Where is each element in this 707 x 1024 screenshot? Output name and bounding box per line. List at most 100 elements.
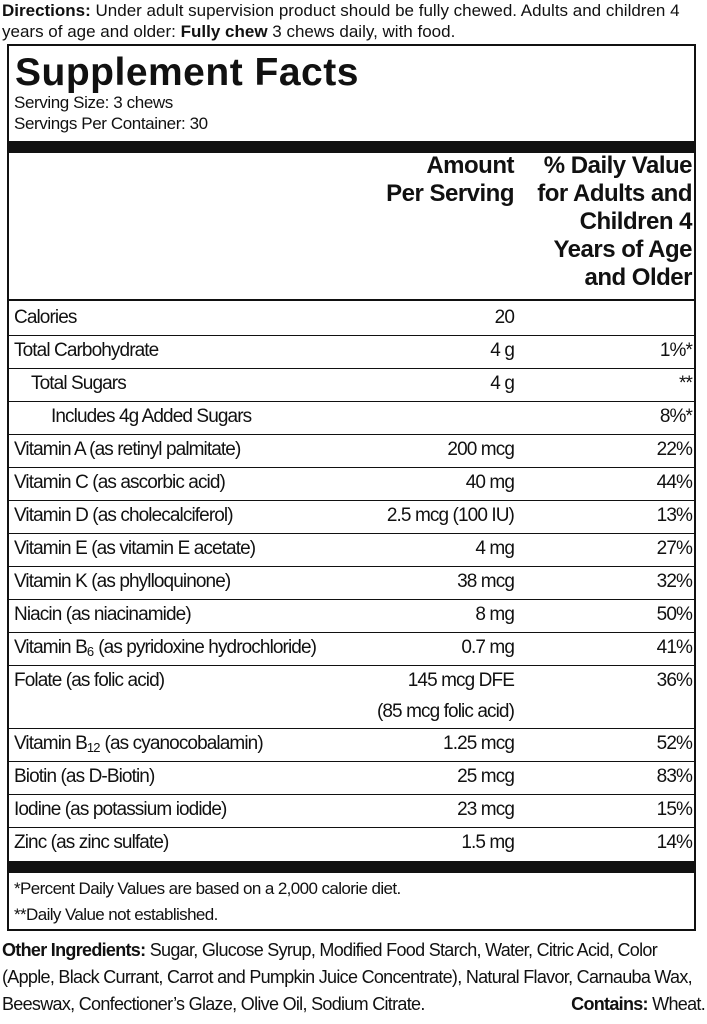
daily-value: 15% <box>656 799 693 820</box>
rule <box>9 599 694 600</box>
daily-value: 50% <box>656 604 693 625</box>
rule <box>9 500 694 501</box>
daily-value: 8%* <box>659 406 693 427</box>
rule <box>9 566 694 567</box>
daily-value: ** <box>679 373 693 394</box>
amount: 200 mcg <box>447 434 514 465</box>
rule <box>9 401 694 402</box>
amount-header: Amount Per Serving <box>386 152 514 208</box>
daily-value: 32% <box>656 571 693 592</box>
facts-title: Supplement Facts <box>15 51 359 94</box>
amount: 4 g <box>490 368 515 399</box>
amount: 0.7 mg <box>461 632 515 663</box>
name: Vitamin D (as cholecalciferol) <box>14 505 234 526</box>
amount-line: 0.7 mg <box>461 637 515 658</box>
nutrient-name: Vitamin E (as vitamin E acetate) <box>14 533 256 564</box>
header-line: % Daily Value <box>543 152 693 179</box>
nutrient-row: Includes 4g Added Sugars 8%* <box>9 401 694 434</box>
amount: 4 g <box>490 335 515 366</box>
name-rest: (as cyanocobalamin) <box>104 733 264 754</box>
amount-line: 23 mcg <box>457 799 515 820</box>
nutrient-row: Folate (as folic acid) 145 mcg DFE (85 mcg… <box>9 665 694 728</box>
nutrient-row: Total Carbohydrate 4 g 1%* <box>9 335 694 368</box>
subscript: 12 <box>86 740 101 755</box>
name: Vitamin B <box>14 637 88 658</box>
rule <box>9 665 694 666</box>
amount: 1.25 mcg <box>443 728 515 759</box>
amount-line: 145 mcg DFE <box>407 670 515 691</box>
rule <box>9 794 694 795</box>
nutrient-row: Vitamin K (as phylloquinone) 38 mcg 32% <box>9 566 694 599</box>
nutrient-name: Vitamin K (as phylloquinone) <box>14 566 231 597</box>
nutrient-row: Vitamin B12 (as cyanocobalamin) 1.25 mcg 52… <box>9 728 694 761</box>
directions-text: Under adult supervision product should b… <box>2 1 680 41</box>
nutrient-row: Vitamin D (as cholecalciferol) 2.5 mcg (1… <box>9 500 694 533</box>
nutrient-row: Biotin (as D-Biotin) 25 mcg 83% <box>9 761 694 794</box>
name: Folate (as folic acid) <box>14 670 165 691</box>
nutrient-row: Vitamin C (as ascorbic acid) 40 mg 44% <box>9 467 694 500</box>
amount-line: 38 mcg <box>457 571 515 592</box>
amount-line: 1.5 mg <box>461 832 515 853</box>
name: Total Carbohydrate <box>14 340 159 361</box>
amount-line: 40 mg <box>465 472 515 493</box>
daily-value: 1%* <box>659 340 693 361</box>
thick-bar <box>9 141 694 153</box>
header-line: and Older <box>584 264 692 291</box>
nutrient-name: Vitamin A (as retinyl palmitate) <box>14 434 241 465</box>
daily-value: 52% <box>656 733 693 754</box>
thick-bar <box>9 861 694 873</box>
name: Includes 4g Added Sugars <box>51 406 252 427</box>
nutrient-row: Total Sugars 4 g ** <box>9 368 694 401</box>
other-label: Other Ingredients: <box>2 940 146 960</box>
rule <box>9 434 694 435</box>
amount: 20 <box>494 302 515 333</box>
nutrient-name: Vitamin B6 (as pyridoxine hydrochloride) <box>14 632 317 667</box>
nutrient-row: Calories 20 <box>9 302 694 335</box>
amount-line: 2.5 mcg (100 IU) <box>386 505 515 526</box>
facts-panel: Supplement Facts Serving Size: 3 chews S… <box>7 44 696 931</box>
name: Vitamin C (as ascorbic acid) <box>14 472 226 493</box>
name: Niacin (as niacinamide) <box>14 604 192 625</box>
rule <box>9 632 694 633</box>
nutrient-name: Calories <box>14 302 77 333</box>
amount-line: 20 <box>494 307 515 328</box>
directions-text: 3 chews daily, with food. <box>272 22 456 41</box>
rule <box>9 728 694 729</box>
daily-value: 44% <box>656 472 693 493</box>
contains-value: Wheat. <box>652 994 706 1014</box>
rule <box>9 827 694 828</box>
rule <box>9 368 694 369</box>
directions-label: Directions: <box>2 1 91 20</box>
amount-line: (85 mcg folic acid) <box>376 701 515 722</box>
nutrient-row: Vitamin A (as retinyl palmitate) 200 mcg 2… <box>9 434 694 467</box>
nutrient-name: Iodine (as potassium iodide) <box>14 794 227 825</box>
daily-value: 13% <box>656 505 693 526</box>
header-line: Years of Age <box>553 236 692 263</box>
daily-value: 41% <box>656 637 693 658</box>
amount: 25 mcg <box>457 761 515 792</box>
serving-size: Serving Size: 3 chews <box>14 93 173 112</box>
name: Vitamin A (as retinyl palmitate) <box>14 439 241 460</box>
amount: 4 mg <box>475 533 515 564</box>
nutrient-name: Includes 4g Added Sugars <box>51 401 252 432</box>
name: Vitamin K (as phylloquinone) <box>14 571 231 592</box>
daily-value: 36% <box>656 670 693 691</box>
amount: 2.5 mcg (100 IU) <box>386 500 515 531</box>
footnote: **Daily Value not established. <box>14 905 218 924</box>
directions: Directions: Under adult supervision prod… <box>2 0 705 42</box>
name: Total Sugars <box>31 373 127 394</box>
nutrient-row: Vitamin B6 (as pyridoxine hydrochloride) 0… <box>9 632 694 665</box>
name: Biotin (as D-Biotin) <box>14 766 155 787</box>
nutrient-name: Total Carbohydrate <box>14 335 159 366</box>
dv-header: % Daily Value for Adults and Children 4 Yea… <box>537 152 692 292</box>
subscript: 6 <box>86 644 94 659</box>
daily-value: 27% <box>656 538 693 559</box>
nutrient-row: Iodine (as potassium iodide) 23 mcg 15% <box>9 794 694 827</box>
nutrient-row: Vitamin E (as vitamin E acetate) 4 mg 27% <box>9 533 694 566</box>
amount: 8 mg <box>475 599 515 630</box>
rule <box>9 335 694 336</box>
nutrient-row: Niacin (as niacinamide) 8 mg 50% <box>9 599 694 632</box>
rule <box>9 467 694 468</box>
nutrient-name: Biotin (as D-Biotin) <box>14 761 155 792</box>
daily-value: 22% <box>656 439 693 460</box>
